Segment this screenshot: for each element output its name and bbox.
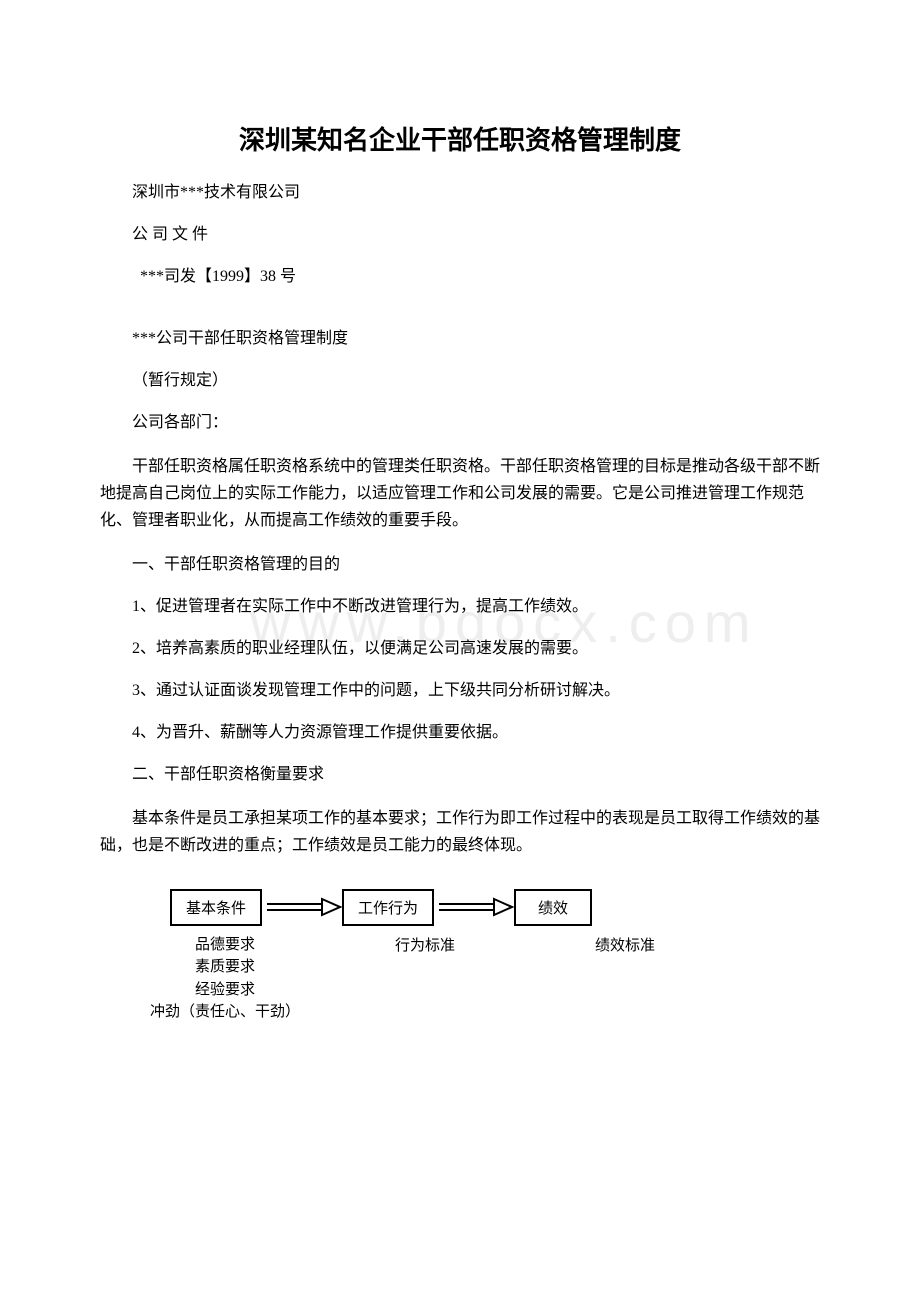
arrow-2 [434, 897, 514, 917]
point-3: 3、通过认证面谈发现管理工作中的问题，上下级共同分析研讨解决。 [100, 679, 820, 703]
flow-box-basic-conditions: 基本条件 [170, 889, 262, 926]
label-moral: 品德要求 [170, 934, 280, 957]
point-1: 1、促进管理者在实际工作中不断改进管理行为，提高工作绩效。 [100, 595, 820, 619]
arrow-1 [262, 897, 342, 917]
intro-paragraph: 干部任职资格属任职资格系统中的管理类任职资格。干部任职资格管理的目标是推动各级干… [100, 453, 820, 535]
label-experience: 经验要求 [170, 979, 280, 1002]
company-name: 深圳市***技术有限公司 [100, 181, 820, 205]
point-4: 4、为晋升、薪酬等人力资源管理工作提供重要依据。 [100, 721, 820, 745]
flowchart-row: 基本条件 工作行为 绩效 [170, 889, 730, 926]
flow-box-performance: 绩效 [514, 889, 592, 926]
flowchart-diagram: 基本条件 工作行为 绩效 品德要求 素质要求 经验要求 行为标准 绩效标准 [170, 889, 730, 1024]
document-subtitle: ***公司干部任职资格管理制度 [100, 327, 820, 351]
point-2: 2、培养高素质的职业经理队伍，以便满足公司高速发展的需要。 [100, 637, 820, 661]
document-title: 深圳某知名企业干部任职资格管理制度 [100, 120, 820, 157]
label-quality: 素质要求 [170, 956, 280, 979]
provisional-note: （暂行规定） [100, 369, 820, 393]
document-type: 公 司 文 件 [100, 223, 820, 247]
section-1-title: 一、干部任职资格管理的目的 [100, 553, 820, 577]
label-performance-standard: 绩效标准 [570, 934, 680, 1002]
section-2-intro: 基本条件是员工承担某项工作的基本要求；工作行为即工作过程中的表现是员工取得工作绩… [100, 805, 820, 859]
document-number: ***司发【1999】38 号 [100, 265, 820, 289]
label-col-basic: 品德要求 素质要求 经验要求 [170, 934, 280, 1002]
flow-box-work-behavior: 工作行为 [342, 889, 434, 926]
label-drive: 冲劲（责任心、干劲） [150, 1001, 730, 1024]
section-2-title: 二、干部任职资格衡量要求 [100, 763, 820, 787]
addressee-line: 公司各部门： [100, 411, 820, 435]
label-behavior-standard: 行为标准 [370, 934, 480, 1002]
flowchart-labels-row: 品德要求 素质要求 经验要求 行为标准 绩效标准 [170, 934, 730, 1002]
